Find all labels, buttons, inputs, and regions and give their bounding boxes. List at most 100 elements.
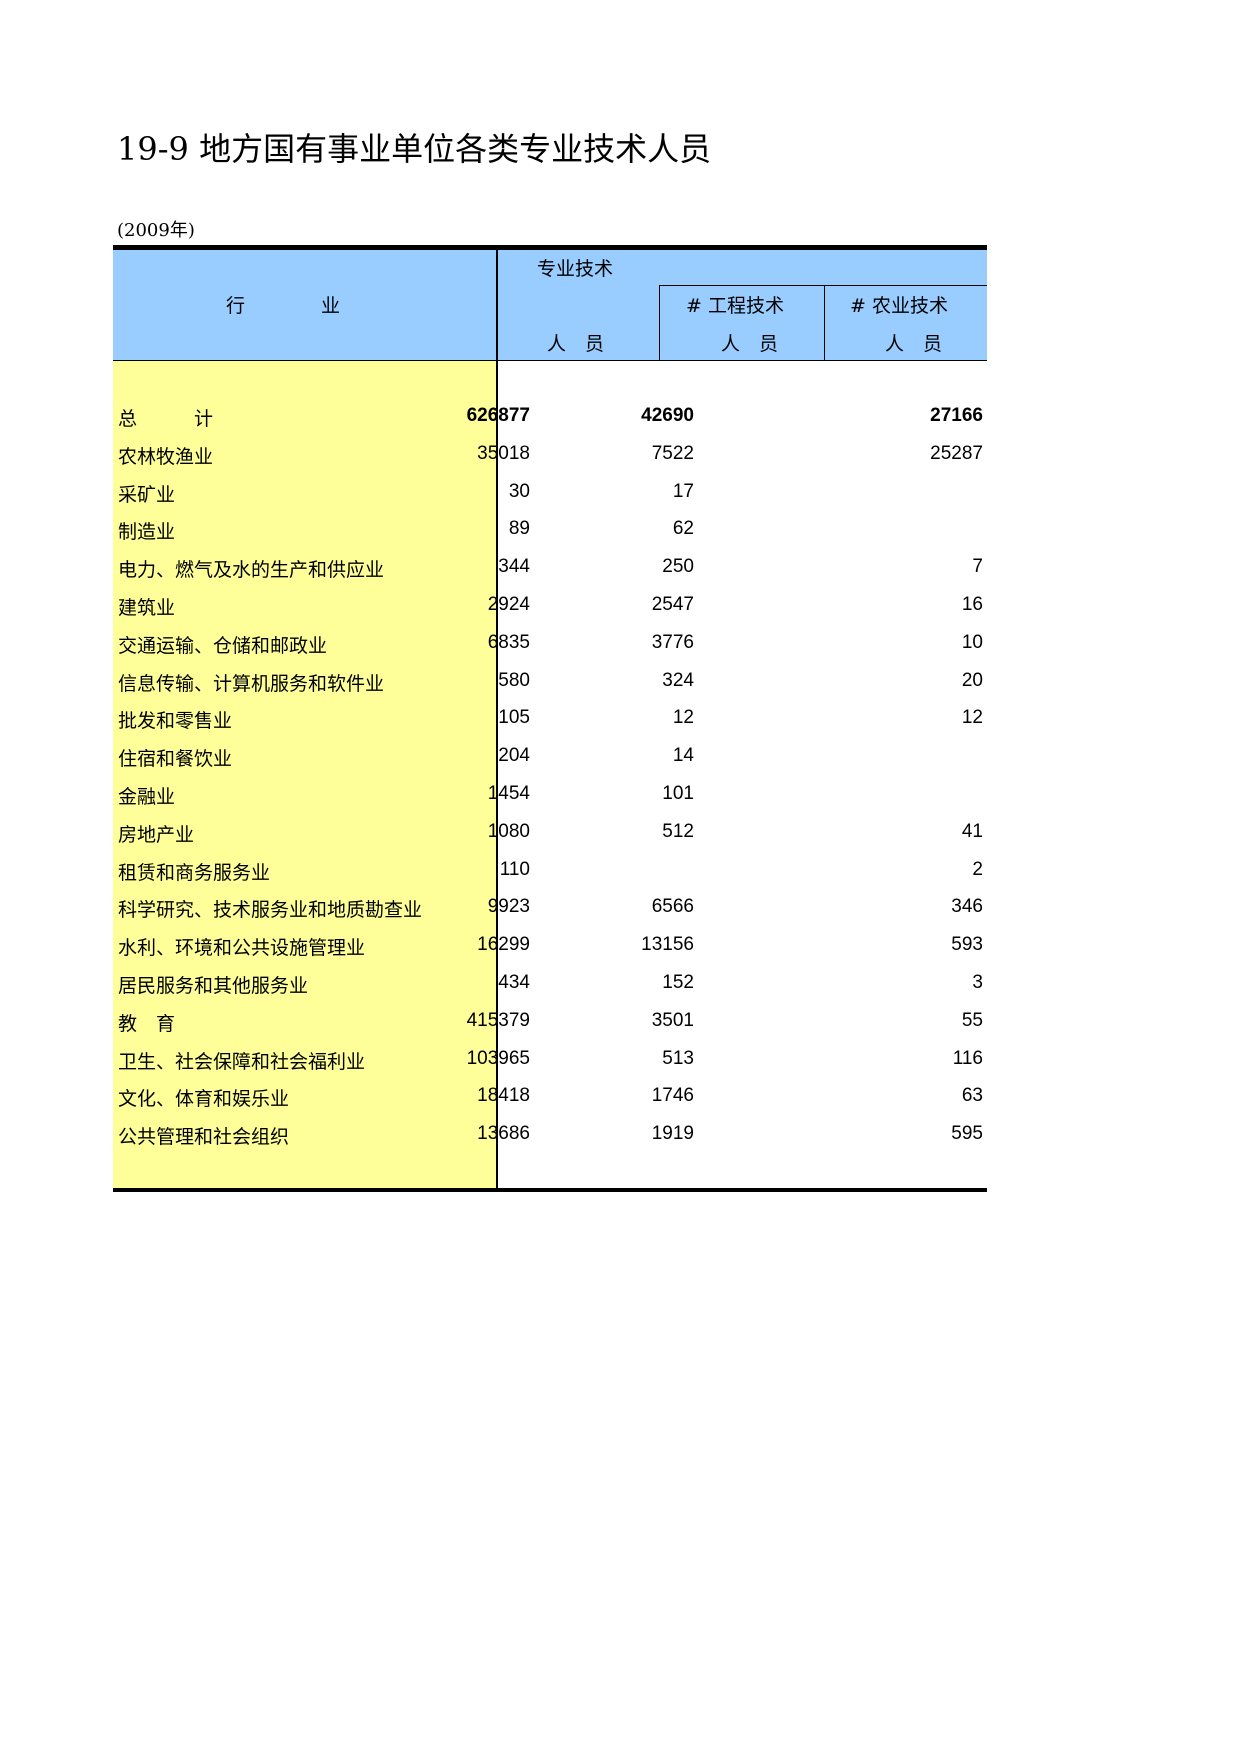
row-engineering-staff: 250: [662, 556, 694, 578]
row-agriculture-staff: 10: [961, 631, 983, 653]
label-column: [113, 361, 497, 1190]
row-agriculture-staff: 20: [961, 669, 983, 691]
row-industry: 信息传输、计算机服务和软件业: [118, 672, 385, 695]
row-engineering-staff: 3776: [651, 631, 694, 653]
row-industry: 公共管理和社会组织: [118, 1126, 290, 1149]
row-industry: 采矿业: [118, 483, 176, 506]
page-title: 19-9 地方国有事业单位各类专业技术人员: [117, 130, 712, 168]
row-engineering-staff: 7522: [651, 442, 694, 464]
row-professional-staff: 204: [498, 745, 530, 767]
row-industry: 卫生、社会保障和社会福利业: [118, 1050, 366, 1073]
row-industry: 住宿和餐饮业: [118, 748, 233, 771]
table-row: 科学研究、技术服务业和地质勘查业 9923 6566 346: [113, 889, 987, 927]
row-professional-staff: 6835: [487, 631, 530, 653]
header-divider: [824, 285, 825, 361]
header-divider: [659, 285, 987, 286]
row-industry: 居民服务和其他服务业: [118, 975, 309, 997]
table-row: 公共管理和社会组织 13686 1919 595: [113, 1116, 987, 1154]
header-col1-bottom: 人 员: [547, 333, 605, 355]
row-agriculture-staff: 116: [952, 1047, 983, 1069]
table-row: 交通运输、仓储和邮政业 6835 3776 10: [113, 625, 987, 663]
row-agriculture-staff: 593: [951, 934, 983, 956]
row-industry: 科学研究、技术服务业和地质勘查业: [118, 899, 423, 922]
row-engineering-staff: 17: [672, 480, 694, 502]
row-engineering-staff: 2547: [651, 594, 694, 615]
header-industry: 行 业: [226, 295, 341, 317]
table-row: 房地产业 1080 512 41: [113, 814, 987, 852]
table-row: 卫生、社会保障和社会福利业 103965 513 116: [113, 1041, 987, 1079]
row-agriculture-staff: 27166: [930, 405, 983, 426]
row-industry: 总 计: [118, 408, 214, 430]
row-engineering-staff: 12: [672, 707, 694, 729]
table-row: 建筑业 2924 2547 16: [113, 587, 987, 625]
row-professional-staff: 30: [508, 480, 530, 502]
row-engineering-staff: 1919: [651, 1123, 694, 1145]
row-professional-staff: 2924: [487, 594, 530, 615]
row-engineering-staff: 101: [662, 783, 694, 804]
table-header: [113, 245, 987, 361]
row-professional-staff: 105: [498, 707, 530, 729]
table-row: 文化、体育和娱乐业 18418 1746 63: [113, 1078, 987, 1116]
table-row: 采矿业 30 17: [113, 474, 987, 512]
row-agriculture-staff: 25287: [930, 442, 983, 464]
row-industry: 文化、体育和娱乐业: [118, 1088, 290, 1111]
row-professional-staff: 16299: [477, 934, 530, 956]
header-divider: [659, 285, 660, 361]
row-industry: 电力、燃气及水的生产和供应业: [118, 559, 385, 582]
table-row: 信息传输、计算机服务和软件业 580 324 20: [113, 663, 987, 701]
row-engineering-staff: 1746: [651, 1085, 694, 1107]
row-agriculture-staff: 12: [961, 707, 983, 729]
total-row: 总 计 626877 42690 27166: [113, 398, 987, 436]
row-professional-staff: 580: [498, 669, 530, 691]
table-row: 住宿和餐饮业 204 14: [113, 738, 987, 776]
table-row: 电力、燃气及水的生产和供应业 344 250 7: [113, 549, 987, 587]
row-engineering-staff: 324: [662, 669, 694, 691]
row-industry: 水利、环境和公共设施管理业: [118, 937, 366, 960]
row-agriculture-staff: 7: [972, 556, 983, 578]
table-row: 制造业 89 62: [113, 511, 987, 549]
row-industry: 批发和零售业: [118, 710, 233, 733]
row-industry: 房地产业: [118, 823, 195, 846]
row-industry: 金融业: [118, 786, 176, 808]
year-note: (2009年): [117, 220, 195, 241]
row-agriculture-staff: 63: [961, 1085, 983, 1107]
row-engineering-staff: 152: [662, 972, 694, 993]
row-industry: 租赁和商务服务业: [118, 861, 271, 884]
row-engineering-staff: 3501: [651, 1009, 694, 1031]
row-industry: 建筑业: [118, 597, 176, 619]
row-agriculture-staff: 595: [951, 1123, 983, 1145]
table-bottom-border: [113, 1188, 987, 1192]
row-engineering-staff: 13156: [641, 934, 694, 956]
row-industry: 制造业: [118, 521, 176, 544]
table-row: 租赁和商务服务业 110 2: [113, 852, 987, 890]
column-divider: [496, 249, 498, 1190]
row-agriculture-staff: 55: [961, 1009, 983, 1031]
row-professional-staff: 1080: [487, 820, 530, 842]
header-col3-top: # 农业技术: [850, 295, 948, 317]
row-engineering-staff: 62: [672, 518, 694, 540]
row-agriculture-staff: 41: [961, 820, 983, 842]
table-row: 农林牧渔业 35018 7522 25287: [113, 436, 987, 474]
row-professional-staff: 1454: [487, 783, 530, 804]
row-industry: 教 育: [118, 1012, 176, 1035]
row-agriculture-staff: 346: [951, 896, 983, 918]
header-col1-top: 专业技术: [537, 258, 614, 280]
row-agriculture-staff: 3: [972, 972, 983, 993]
row-professional-staff: 18418: [477, 1085, 530, 1107]
row-professional-staff: 434: [498, 972, 530, 993]
row-professional-staff: 626877: [466, 405, 530, 426]
row-professional-staff: 35018: [477, 442, 530, 464]
row-engineering-staff: 6566: [651, 896, 694, 918]
header-col3-bottom: 人 员: [885, 333, 943, 355]
row-professional-staff: 344: [498, 556, 530, 578]
table-row: 教 育 415379 3501 55: [113, 1003, 987, 1041]
row-industry: 交通运输、仓储和邮政业: [118, 634, 328, 657]
row-engineering-staff: 14: [672, 745, 694, 767]
row-professional-staff: 89: [508, 518, 530, 540]
row-professional-staff: 415379: [466, 1009, 530, 1031]
header-col2-top: # 工程技术: [686, 295, 784, 317]
row-professional-staff: 110: [499, 858, 530, 880]
row-engineering-staff: 512: [662, 820, 694, 842]
row-engineering-staff: 42690: [641, 405, 694, 426]
